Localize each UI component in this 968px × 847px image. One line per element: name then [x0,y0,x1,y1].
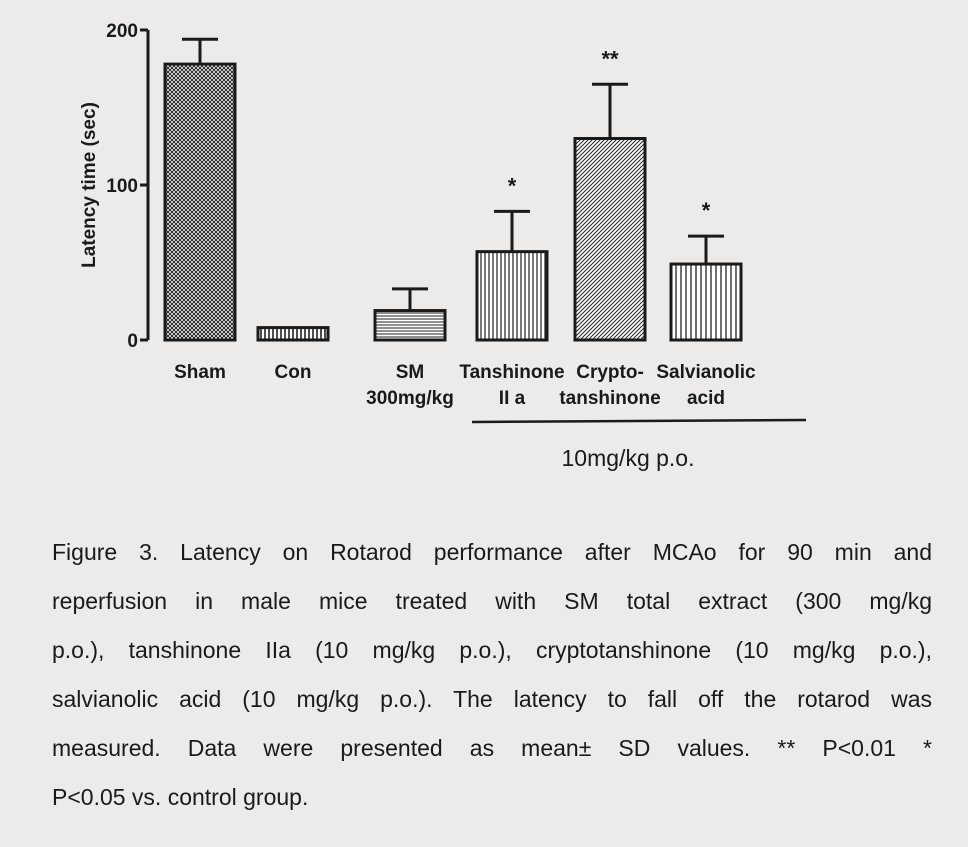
y-tick-label: 100 [106,176,138,197]
caption-line: measured. Data were presented as mean± S… [52,735,932,761]
bar [475,250,549,342]
category-label: SM [396,362,425,383]
bar [373,309,447,342]
category-label: Tanshinone [459,362,564,383]
category-label: tanshinone [559,388,660,409]
significance-marker: * [508,173,517,198]
bar [669,262,743,342]
caption-line: Figure 3. Latency on Rotarod performance… [52,539,932,565]
caption-line: P<0.05 vs. control group. [52,784,309,810]
y-axis: 0 100 200 [106,21,150,352]
category-label: acid [687,388,725,409]
significance-marker: ** [601,46,619,71]
y-axis-label: Latency time (sec) [79,102,100,268]
category-label: Sham [174,362,226,383]
bar [163,62,237,342]
category-label: Con [275,362,312,383]
caption-line: salvianolic acid (10 mg/kg p.o.). The la… [52,686,932,712]
caption-line: p.o.), tanshinone IIa (10 mg/kg p.o.), c… [52,637,932,663]
category-label: Salvianolic [656,362,756,383]
significance-marker: * [702,198,711,223]
group-bracket: 10mg/kg p.o. [471,418,807,471]
group-label: 10mg/kg p.o. [562,445,695,471]
category-label: Crypto- [576,362,644,383]
bar [573,137,647,342]
category-label: 300mg/kg [366,388,454,409]
caption-line: reperfusion in male mice treated with SM… [52,588,932,614]
y-tick-label: 0 [127,331,138,352]
figure-caption: Figure 3. Latency on Rotarod performance… [52,528,932,822]
bars-group: **** [163,37,743,342]
group-underline [471,418,807,424]
y-tick-label: 200 [106,21,138,42]
bar [256,326,330,342]
category-label: II a [499,388,526,409]
